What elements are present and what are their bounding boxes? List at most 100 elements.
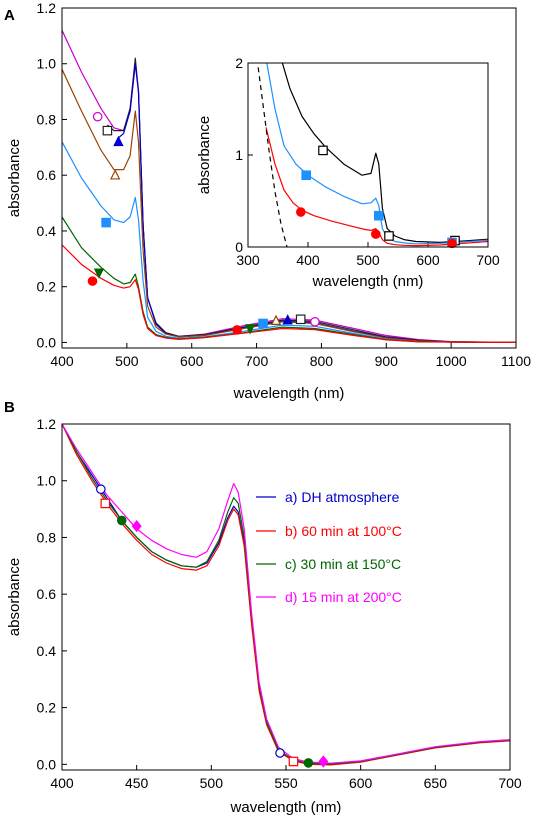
- chartB-xtick-label: 500: [200, 775, 224, 791]
- chartA-series-1-marker: [102, 125, 113, 136]
- chart-a-inset: wavelength (nm) absorbance 300 400 500 600 7…: [196, 55, 500, 290]
- legend-label-d: d) 15 min at 200°C: [285, 589, 402, 605]
- chart-a: wavelength (nm) absorbance 400 500 600 700 8…: [6, 0, 531, 402]
- chartA-series-2-marker: [282, 314, 293, 325]
- chartA-series-line-3: [62, 69, 516, 343]
- chartA-xtick-label: 800: [310, 353, 334, 369]
- chart-a-ylabel: absorbance: [6, 139, 23, 217]
- chartA-ytick-label: 0.8: [37, 111, 57, 127]
- chartB-ytick-label: 0.8: [37, 529, 57, 545]
- chartB-series-1-marker: [100, 498, 111, 509]
- chartA-series-3-marker: [110, 169, 121, 180]
- chartA-xtick-label: 700: [245, 353, 269, 369]
- chartB-series-line-2: [62, 424, 510, 765]
- chartB-ytick-label: 0.0: [37, 756, 57, 772]
- chartA-ytick-label: 0.0: [37, 334, 57, 350]
- panel-b-label: B: [4, 399, 15, 416]
- chartA-ytick-label: 0.4: [37, 223, 57, 239]
- chartInset-series-line-1: [266, 63, 488, 245]
- chart-b-legend: a) DH atmosphere b) 60 min at 100°C c) 3…: [256, 489, 402, 605]
- chartA-series-group: [62, 30, 516, 343]
- chartA-xtick-label: 400: [50, 353, 74, 369]
- chartB-series-line-3: [62, 424, 510, 764]
- chartInset-xtick-label: 700: [476, 252, 500, 268]
- chartA-series-2-marker: [113, 135, 124, 147]
- chartA-xtick-label: 1000: [436, 353, 467, 369]
- chartB-series-0-marker: [275, 748, 285, 758]
- chartA-series-1-marker: [295, 314, 306, 325]
- chartB-ytick-label: 0.2: [37, 700, 57, 716]
- inset-frame: [247, 62, 489, 248]
- inset-xlabel: wavelength (nm): [312, 273, 424, 290]
- legend-entry-a: a) DH atmosphere: [256, 489, 400, 505]
- chartB-xtick-label: 600: [349, 775, 373, 791]
- chart-a-frame: [61, 7, 517, 349]
- chartA-xtick-label: 600: [180, 353, 204, 369]
- legend-label-a: a) DH atmosphere: [285, 489, 400, 505]
- chartA-series-6-marker: [232, 325, 242, 335]
- chartB-ytick-label: 0.6: [37, 586, 57, 602]
- chartInset-series-2-marker: [370, 229, 381, 239]
- inset-background: [248, 63, 488, 247]
- chartA-series-5-marker: [244, 324, 256, 335]
- chartA-series-4-marker: [258, 318, 268, 329]
- chart-b-xlabel: wavelength (nm): [230, 799, 342, 816]
- chartInset-series-line-0: [281, 63, 488, 243]
- chartInset-series-2-marker: [295, 207, 306, 217]
- chartA-series-4-marker: [101, 217, 111, 228]
- legend-entry-d: d) 15 min at 200°C: [256, 589, 402, 605]
- chartB-series-2-marker: [303, 758, 314, 768]
- chartB-series-group: [62, 424, 510, 766]
- chartB-ytick-label: 1.2: [37, 416, 57, 432]
- chartA-xtick-label: 500: [115, 353, 139, 369]
- chartInset-series-line-2: [265, 127, 488, 247]
- chartB-xtick-label: 700: [498, 775, 522, 791]
- chartInset-ytick-label: 0: [235, 239, 243, 255]
- legend-entry-c: c) 30 min at 150°C: [256, 556, 401, 572]
- chartA-series-0-marker: [310, 317, 320, 327]
- chartA-ytick-label: 1.2: [37, 0, 57, 16]
- legend-entry-b: b) 60 min at 100°C: [256, 523, 402, 539]
- chartA-series-line-4: [62, 141, 516, 343]
- chart-b: wavelength (nm) absorbance 400 450 500 550 6…: [6, 416, 522, 816]
- chartInset-xtick-label: 400: [296, 252, 320, 268]
- chartA-ytick-label: 0.2: [37, 279, 57, 295]
- chartB-series-3-marker: [318, 755, 329, 768]
- legend-label-b: b) 60 min at 100°C: [285, 523, 402, 539]
- chartB-xtick-label: 450: [125, 775, 149, 791]
- chartB-series-3-marker: [131, 519, 142, 533]
- chart-b-frame: [61, 423, 511, 771]
- chartB-series-line-1: [62, 424, 510, 766]
- chartA-ytick-label: 0.6: [37, 167, 57, 183]
- chart-b-ylabel: absorbance: [6, 558, 23, 636]
- chartA-series-3-marker: [270, 314, 282, 325]
- chartB-xtick-label: 400: [50, 775, 74, 791]
- chart-a-xlabel: wavelength (nm): [233, 385, 345, 402]
- chartA-series-5-marker: [93, 268, 105, 279]
- chartInset-xtick-label: 500: [356, 252, 380, 268]
- chartB-series-2-marker: [116, 515, 127, 526]
- chartA-series-line-6: [62, 244, 516, 343]
- legend-label-c: c) 30 min at 150°C: [285, 556, 401, 572]
- chartInset-series-1-marker: [374, 210, 384, 221]
- chartA-xtick-label: 1100: [501, 353, 531, 369]
- chartInset-series-0-marker: [384, 231, 394, 241]
- chartA-series-line-5: [62, 216, 516, 343]
- panel-a-label: A: [4, 7, 15, 24]
- chartA-ytick-label: 1.0: [37, 56, 57, 72]
- chartA-series-0-marker: [92, 111, 103, 122]
- inset-ylabel: absorbance: [196, 116, 213, 194]
- chartInset-series-group: [256, 63, 488, 247]
- chartInset-ytick-label: 1: [235, 147, 243, 163]
- chartA-series-6-marker: [87, 276, 98, 286]
- chartInset-xtick-label: 300: [236, 252, 260, 268]
- chartB-xtick-label: 650: [424, 775, 448, 791]
- chartB-ytick-label: 0.4: [37, 643, 57, 659]
- chartInset-series-0-marker: [318, 145, 328, 156]
- chartB-series-1-marker: [288, 756, 299, 767]
- chartInset-series-line-3: [256, 63, 288, 247]
- chartInset-ytick-label: 2: [235, 55, 243, 71]
- chartInset-series-2-marker: [447, 238, 457, 249]
- chartB-ytick-label: 1.0: [37, 473, 57, 489]
